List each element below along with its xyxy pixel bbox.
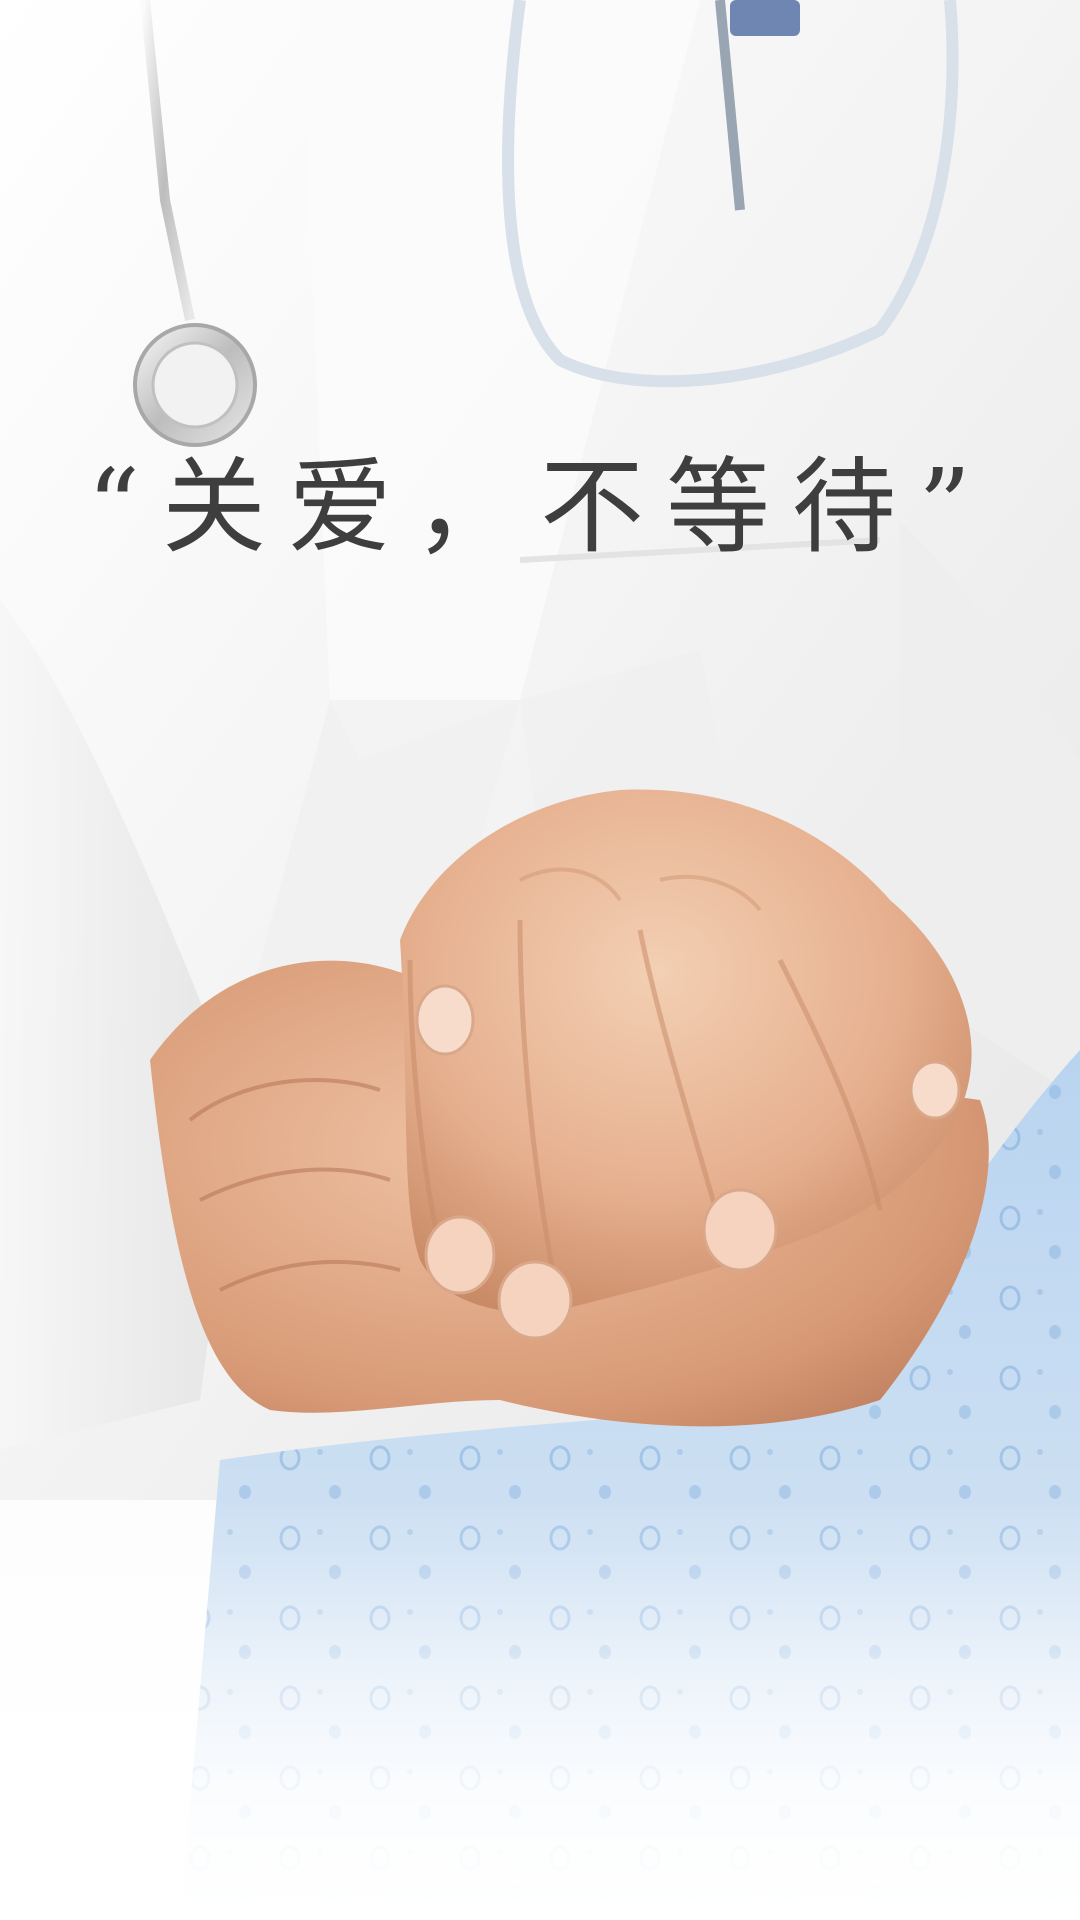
stethoscope-icon [133, 0, 959, 447]
slogan-text: “关爱，不等待” [86, 446, 994, 568]
bottom-fade-overlay [0, 1500, 1080, 1920]
